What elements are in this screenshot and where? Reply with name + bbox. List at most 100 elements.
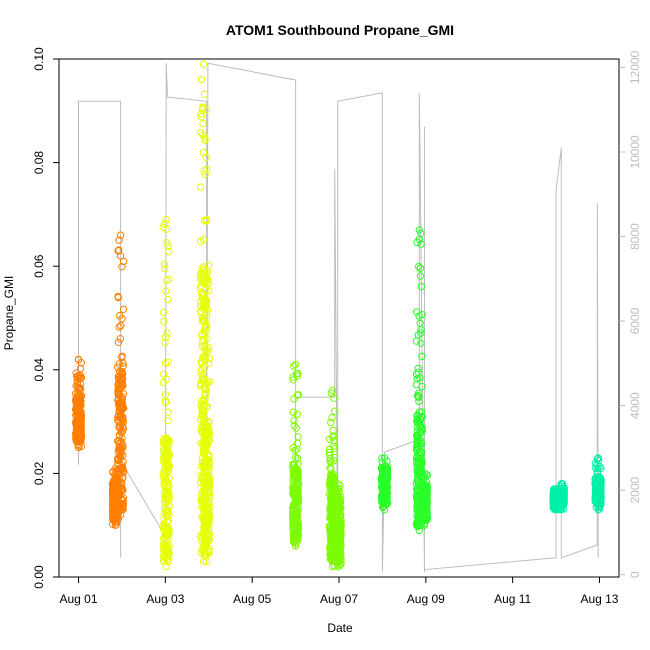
data-point: [592, 503, 600, 511]
data-point: [118, 353, 126, 362]
data-point: [291, 453, 300, 461]
data-point: [118, 463, 127, 471]
data-point: [160, 510, 168, 518]
data-point: [415, 312, 423, 320]
y2-tick-label: 4000: [628, 392, 642, 419]
data-point: [205, 287, 213, 295]
data-point: [202, 327, 210, 336]
data-point: [418, 507, 426, 515]
data-point: [116, 335, 125, 343]
data-point: [417, 282, 425, 291]
data-point: [200, 291, 208, 299]
data-point: [203, 306, 212, 314]
data-point: [162, 512, 171, 520]
data-point: [327, 458, 335, 467]
data-point: [114, 454, 122, 462]
data-point: [116, 311, 124, 320]
data-point: [201, 135, 209, 143]
data-point: [205, 503, 214, 511]
data-point: [293, 445, 301, 453]
data-point: [199, 119, 207, 128]
data-point: [74, 355, 83, 364]
data-point: [111, 521, 120, 529]
data-point: [77, 385, 85, 393]
data-point: [160, 260, 169, 269]
data-point: [329, 457, 338, 465]
data-point: [334, 558, 342, 566]
data-point: [118, 503, 126, 511]
data-point: [160, 467, 168, 475]
data-point: [294, 521, 302, 529]
data-point: [557, 480, 565, 488]
y2-tick-label: 12000: [628, 50, 642, 84]
data-point: [417, 413, 426, 421]
data-point: [417, 339, 425, 347]
data-point: [290, 507, 298, 515]
data-point: [413, 467, 421, 475]
data-point: [200, 545, 208, 553]
data-point: [117, 374, 125, 382]
data-point: [383, 499, 391, 508]
data-point: [420, 469, 429, 478]
x-tick-label: Aug 07: [320, 592, 358, 606]
data-point: [162, 225, 171, 233]
data-point: [199, 60, 208, 68]
data-point: [555, 495, 563, 503]
data-point: [204, 378, 212, 386]
data-point: [413, 308, 421, 316]
data-point: [115, 360, 124, 368]
data-point: [119, 404, 127, 412]
data-point: [197, 183, 205, 191]
data-point: [199, 148, 208, 156]
data-point: [202, 431, 210, 439]
data-point: [119, 499, 128, 508]
data-point: [420, 521, 429, 529]
data-point: [201, 461, 210, 469]
data-point: [73, 372, 81, 381]
data-point: [199, 104, 207, 112]
data-point: [197, 269, 205, 278]
data-point: [594, 506, 602, 514]
data-point: [412, 380, 421, 389]
data-point: [200, 90, 209, 98]
data-point: [161, 470, 170, 478]
data-point: [418, 460, 426, 468]
data-point: [162, 562, 170, 571]
data-point: [289, 461, 298, 469]
data-point: [197, 113, 205, 121]
data-point: [119, 305, 128, 313]
data-point: [118, 369, 126, 377]
data-point: [204, 280, 212, 288]
data-point: [415, 226, 423, 234]
data-point: [116, 483, 125, 492]
data-point: [114, 292, 122, 301]
data-point: [119, 359, 127, 367]
data-point: [160, 308, 168, 317]
data-point: [556, 500, 564, 508]
data-point: [199, 397, 208, 405]
data-point: [161, 480, 169, 488]
data-point: [293, 410, 301, 418]
data-point: [334, 480, 342, 488]
data-point: [115, 236, 123, 245]
data-point: [164, 527, 173, 536]
data-point: [419, 483, 427, 491]
data-point: [201, 484, 209, 493]
data-point: [379, 503, 387, 511]
data-point: [159, 378, 168, 387]
data-point: [331, 536, 340, 544]
data-point: [116, 511, 125, 519]
data-point: [416, 264, 425, 272]
y-axis: 0.00 0.02 0.04 0.06 0.08 0.10: [32, 47, 59, 589]
data-point: [382, 466, 390, 475]
data-point: [416, 272, 425, 280]
y2-tick-label: 10000: [628, 135, 642, 169]
data-point: [201, 389, 210, 397]
data-point: [160, 538, 169, 546]
data-point: [117, 479, 126, 487]
data-point: [294, 493, 303, 501]
data-point: [202, 479, 210, 487]
data-point: [205, 511, 213, 519]
data-point: [291, 360, 300, 369]
data-point: [415, 397, 423, 406]
